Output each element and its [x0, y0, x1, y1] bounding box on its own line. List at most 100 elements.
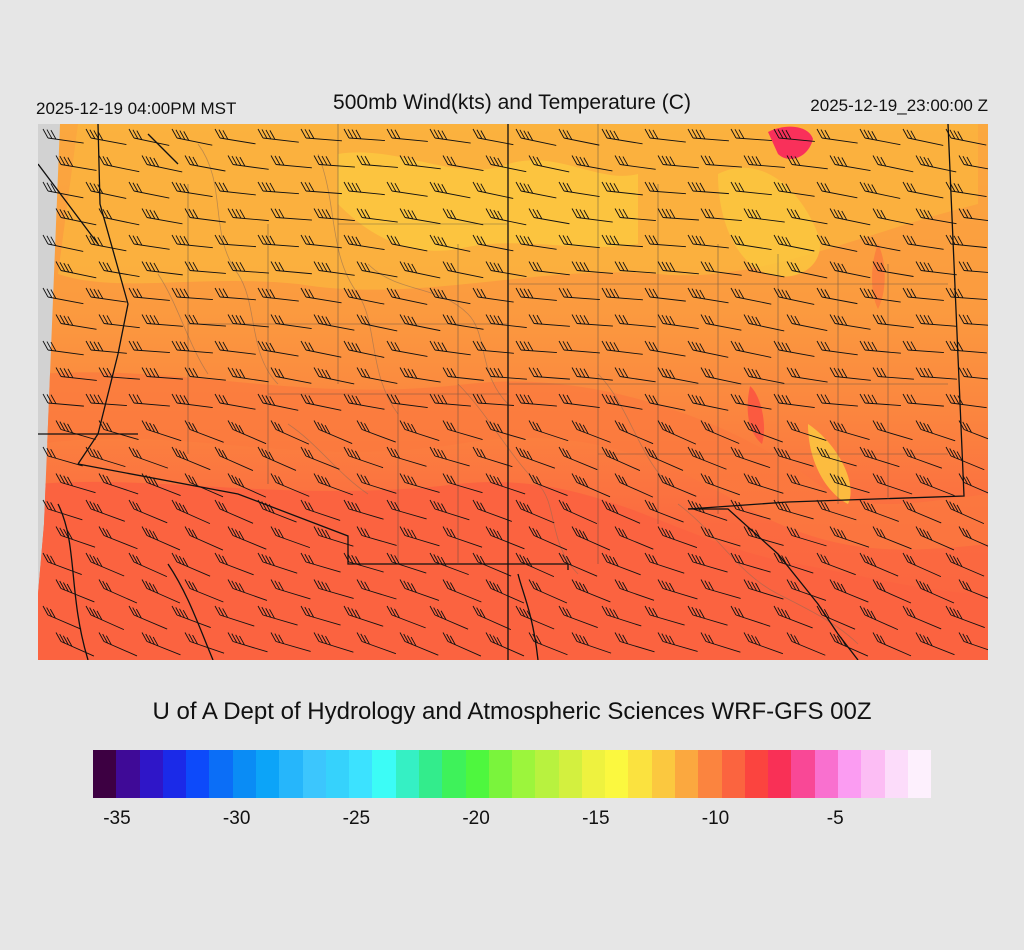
wind-barb — [558, 552, 598, 577]
wind-barb — [227, 155, 269, 170]
colorbar-swatch — [744, 750, 769, 798]
wind-barb — [257, 287, 299, 302]
wind-barb — [472, 446, 513, 468]
wind-barb — [872, 155, 914, 173]
wind-barb — [141, 526, 181, 551]
wind-barb — [601, 287, 643, 301]
wind-barb — [270, 314, 312, 329]
wind-barb — [958, 155, 988, 170]
wind-barb — [300, 340, 342, 358]
wind-barb — [313, 314, 355, 331]
wind-barb — [227, 420, 267, 445]
wind-barb — [128, 605, 168, 630]
wind-barb — [171, 499, 211, 525]
temperature-fill — [38, 124, 988, 660]
wind-barb — [730, 234, 772, 251]
wind-barb — [515, 393, 557, 407]
wind-barb — [42, 234, 84, 252]
wind-barb — [429, 605, 469, 630]
colorbar-swatch — [372, 750, 396, 798]
wind-barb — [816, 287, 858, 305]
wind-barb — [386, 605, 426, 629]
wind-barb — [743, 420, 783, 443]
wind-barb — [773, 287, 815, 305]
wind-barb — [700, 367, 742, 385]
wind-barb — [700, 473, 740, 496]
wind-barb — [313, 473, 353, 496]
wind-barb — [300, 499, 341, 521]
wind-barb — [141, 367, 183, 380]
wind-barb — [472, 552, 512, 577]
wind-barb — [915, 208, 957, 225]
wind-barb — [571, 632, 612, 654]
colorbar-swatch — [465, 750, 489, 798]
wind-barb — [872, 367, 914, 380]
wind-barb — [472, 128, 514, 146]
wind-barb — [902, 340, 944, 353]
wind-barb — [42, 393, 84, 407]
wind-barb — [270, 367, 312, 384]
wind-barb — [730, 499, 771, 520]
wind-barb — [227, 632, 268, 653]
wind-barb — [270, 579, 311, 600]
wind-barb — [184, 261, 226, 274]
wind-barb — [184, 420, 224, 443]
wind-barb — [958, 261, 988, 273]
wind-barb — [55, 208, 97, 226]
wind-barb — [657, 261, 699, 275]
wind-barb — [472, 499, 512, 522]
valid-time-label: 2025-12-19_23:00:00 Z — [810, 96, 988, 115]
wind-barb — [558, 340, 600, 354]
wind-barb — [171, 340, 213, 354]
wind-barb — [700, 208, 742, 222]
wind-barb — [614, 314, 656, 328]
wind-barb — [227, 208, 269, 222]
wind-barb — [214, 393, 256, 410]
wind-barb — [816, 234, 858, 252]
wind-barb — [515, 552, 555, 578]
wind-barb — [386, 499, 427, 520]
wind-barb — [816, 552, 856, 576]
colorbar-tick-label: -20 — [462, 808, 490, 829]
wind-barb — [171, 605, 211, 629]
wind-barb — [442, 420, 483, 440]
wind-barb — [700, 155, 742, 168]
wind-barb — [442, 261, 484, 279]
wind-barb — [257, 446, 297, 471]
wind-barb — [399, 261, 441, 279]
wind-barb — [313, 208, 355, 222]
wind-barb — [558, 605, 598, 628]
wind-barb — [571, 208, 613, 223]
wind-barb — [915, 579, 955, 604]
wind-barb — [184, 632, 225, 654]
wind-barb — [902, 552, 942, 578]
wind-barb — [859, 340, 901, 354]
colorbar-tick-label: -25 — [342, 808, 371, 829]
wind-barb — [356, 579, 397, 600]
wind-barb — [257, 605, 298, 626]
wind-barb — [872, 261, 914, 277]
wind-barb — [958, 579, 988, 599]
wind-barb — [270, 526, 311, 549]
wind-barb — [227, 579, 268, 601]
wind-barb — [773, 234, 815, 252]
wind-barb — [171, 552, 211, 577]
wind-barb — [128, 552, 168, 578]
wind-barb — [614, 579, 655, 601]
wind-barb — [730, 128, 772, 142]
wind-barb — [42, 552, 82, 576]
wind-barb — [958, 314, 988, 326]
wind-barb — [945, 393, 987, 409]
wind-barb — [442, 155, 484, 171]
wind-barb — [214, 499, 254, 524]
wind-barb — [657, 526, 698, 549]
colorbar-swatch — [279, 750, 303, 798]
wind-barb — [472, 605, 512, 631]
colorbar-swatch — [814, 750, 838, 798]
wind-barb — [257, 552, 298, 574]
wind-barb — [270, 473, 310, 497]
wind-barb — [42, 605, 82, 630]
wind-barb — [227, 367, 269, 383]
wind-barb — [214, 446, 254, 471]
colorbar-swatch — [302, 750, 326, 798]
